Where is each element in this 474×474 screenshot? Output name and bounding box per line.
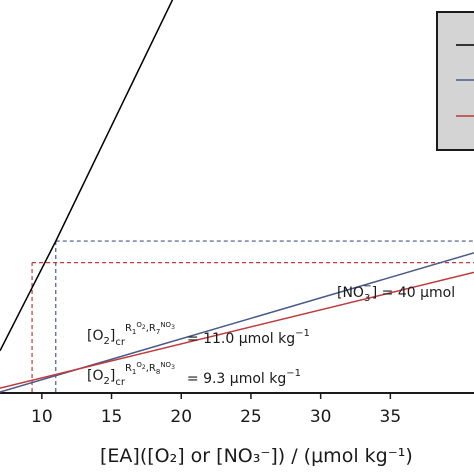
- plot-frame: [0, 392, 474, 394]
- series-line-2: [0, 271, 474, 389]
- threshold-annotation-1: [O2]crR1O2,R7NO3= 11.0 μmol kg−1: [87, 321, 310, 348]
- x-axis-title: [EA]([O₂] or [NO₃⁻]) / (μmol kg⁻¹): [100, 445, 413, 467]
- reference-lines: [31, 240, 474, 392]
- series-lines: [0, 0, 474, 393]
- x-tick-label: 20: [170, 407, 192, 427]
- x-tick-label: 10: [31, 407, 53, 427]
- threshold-annotation-2: [O2]crR1O2,R8NO3= 9.3 μmol kg−1: [87, 361, 301, 388]
- x-tick-label: 25: [240, 407, 262, 427]
- series-line-0: [0, 0, 174, 352]
- x-tick-label: 15: [101, 407, 123, 427]
- legend-box: [436, 11, 474, 151]
- x-axis-ticks: 10 15 20 25 30 35: [31, 392, 401, 427]
- no3-annotation: [NO3−] = 40 μmol: [337, 281, 455, 304]
- legend: [436, 11, 474, 151]
- x-tick-label: 35: [380, 407, 402, 427]
- x-tick-label: 30: [310, 407, 332, 427]
